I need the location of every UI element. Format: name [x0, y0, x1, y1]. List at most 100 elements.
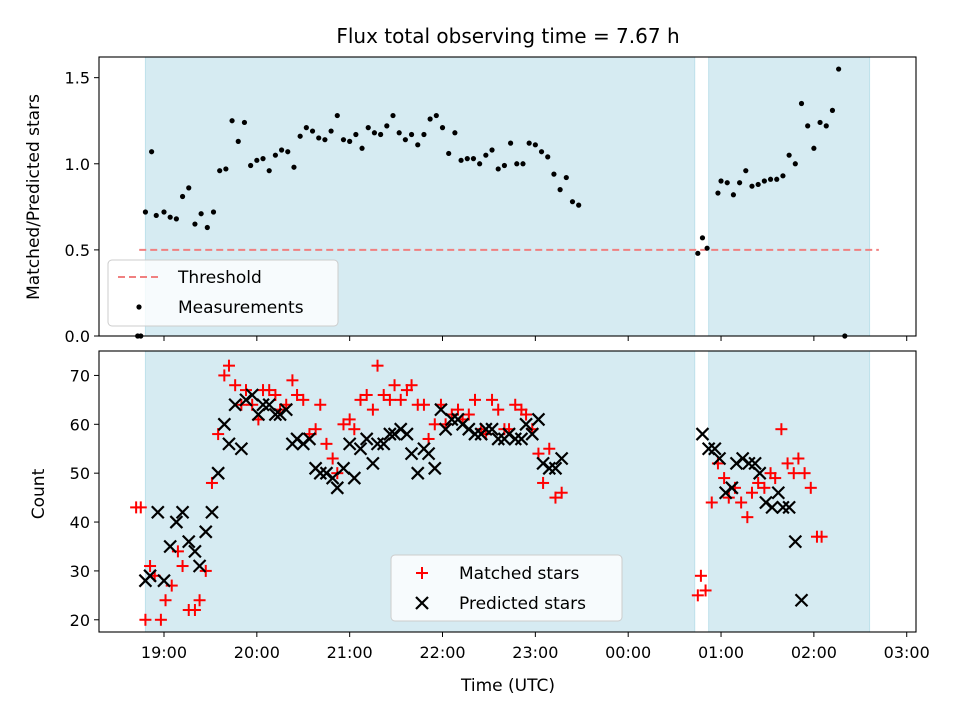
bottom-point-x-74-b [701, 441, 716, 456]
bottom-point-plus-9 [176, 560, 189, 573]
bottom-point-x-78 [725, 481, 739, 495]
bottom-point-x-89-b [788, 534, 803, 549]
top-point-dot-30 [316, 135, 322, 141]
bottom-point-plus-33 [314, 398, 327, 411]
top-point-dot-15 [223, 166, 229, 172]
bottom-point-x-53 [445, 412, 459, 427]
bottom-ytick-label-1: 30 [70, 562, 90, 581]
bottom-point-x-89 [788, 534, 803, 549]
bottom-point-x-13-b [217, 417, 232, 432]
top-point-dot-53 [458, 157, 464, 163]
bottom-point-x-72-b [554, 451, 569, 466]
top-point-dot-29 [309, 128, 316, 134]
bottom-point-x-1-b [143, 569, 157, 583]
top-point-dot-59 [495, 166, 501, 172]
bottom-point-x-4 [163, 539, 177, 554]
bottom-point-x-50 [427, 461, 442, 476]
bottom-point-x-47-b [410, 466, 425, 480]
bottom-point-x-76-b [712, 451, 727, 466]
top-point-dot-92 [811, 145, 817, 151]
bottom-point-plus-3 [144, 560, 157, 573]
bottom-point-x-71-b [548, 461, 563, 476]
bottom-point-x-40 [370, 437, 385, 451]
top-point-dot-51 [446, 150, 452, 157]
bottom-point-plus-85 [741, 511, 754, 524]
top-point-dot-10 [192, 221, 198, 227]
top-point-dot-81 [743, 168, 749, 174]
legend-matched-label: Matched stars [459, 564, 579, 584]
top-point-dot-64 [526, 140, 532, 146]
bottom-point-plus-76 [691, 589, 704, 602]
bottom-point-x-21-b [262, 397, 276, 412]
top-point-dot-31 [322, 137, 328, 143]
bottom-point-plus-38 [343, 413, 356, 426]
top-point-dot-25 [285, 149, 291, 155]
top-point-dot-52 [452, 130, 458, 136]
x-tick-label-8: 03:00 [884, 643, 930, 662]
bottom-point-x-35-b [342, 437, 357, 451]
bottom-point-x-49 [421, 446, 436, 461]
top-point-dot-61 [507, 140, 514, 146]
bottom-point-x-21 [262, 397, 276, 412]
top-point-dot-85 [767, 176, 774, 182]
top-point-dot-4 [153, 212, 159, 219]
top-point-dot-26 [291, 164, 297, 170]
bottom-point-x-28-b [302, 432, 317, 446]
top-point-dot-45 [408, 131, 415, 138]
top-point-dot-62 [514, 161, 520, 167]
bottom-point-x-38 [359, 432, 374, 446]
top-point-dot-3 [149, 149, 155, 155]
top-point-dot-23 [272, 152, 278, 158]
top-point-dot-43 [396, 130, 402, 136]
top-ytick-label-1: 0.5 [65, 241, 90, 260]
top-point-dot-86 [774, 176, 780, 182]
bottom-point-plus-87 [752, 476, 765, 489]
bottom-point-plus-91 [775, 423, 788, 436]
bottom-point-x-76 [712, 451, 727, 466]
bottom-point-plus-45 [383, 393, 396, 406]
bottom-point-plus-40 [354, 393, 367, 406]
bottom-point-x-86-b [771, 485, 786, 500]
bottom-point-x-64-b [508, 432, 523, 446]
top-point-dot-34 [340, 137, 347, 143]
bottom-point-x-60-b [485, 422, 499, 436]
bottom-point-plus-92 [781, 457, 794, 470]
bottom-point-x-37 [353, 441, 368, 456]
top-point-dot-83 [755, 181, 761, 188]
top-point-dot-32 [328, 128, 334, 134]
bottom-point-x-1 [143, 569, 157, 583]
bottom-point-x-8-b [188, 544, 202, 559]
bottom-point-x-33 [330, 481, 345, 495]
bottom-point-x-59-b [479, 422, 493, 436]
bottom-point-plus-41 [360, 388, 373, 401]
bottom-ytick-label-0: 20 [70, 611, 90, 630]
top-point-dot-75 [704, 245, 710, 251]
bottom-point-plus-47 [394, 393, 407, 406]
bottom-point-x-2 [151, 505, 165, 520]
bottom-point-plus-88 [758, 481, 771, 494]
bottom-point-plus-34 [320, 437, 333, 450]
top-point-dot-60 [501, 162, 508, 169]
bottom-point-x-68-b [531, 412, 546, 427]
bottom-point-x-11-b [205, 505, 219, 520]
bottom-point-plus-93 [787, 467, 800, 480]
bottom-point-plus-75 [555, 486, 568, 499]
bottom-point-x-73-b [695, 427, 710, 441]
top-point-dot-69 [557, 187, 563, 193]
top-point-dot-93 [817, 119, 823, 126]
bottom-point-plus-46 [388, 379, 401, 392]
bottom-point-x-14-b [222, 437, 236, 451]
bottom-point-plus-51 [417, 398, 430, 411]
top-point-dot-9 [186, 185, 192, 191]
x-tick-label-7: 02:00 [791, 643, 837, 662]
bottom-point-x-6-b [175, 505, 190, 520]
bottom-point-plus-69 [520, 408, 533, 421]
bottom-point-plus-63 [486, 393, 499, 406]
bottom-point-plus-37 [337, 418, 350, 431]
bottom-point-x-46-b [404, 446, 419, 461]
bottom-point-x-20 [256, 397, 270, 412]
bottom-point-x-12-b [211, 466, 225, 480]
top-point-dot-65 [532, 142, 538, 148]
bottom-point-plus-35 [326, 452, 339, 465]
top-legend-box [107, 259, 339, 327]
